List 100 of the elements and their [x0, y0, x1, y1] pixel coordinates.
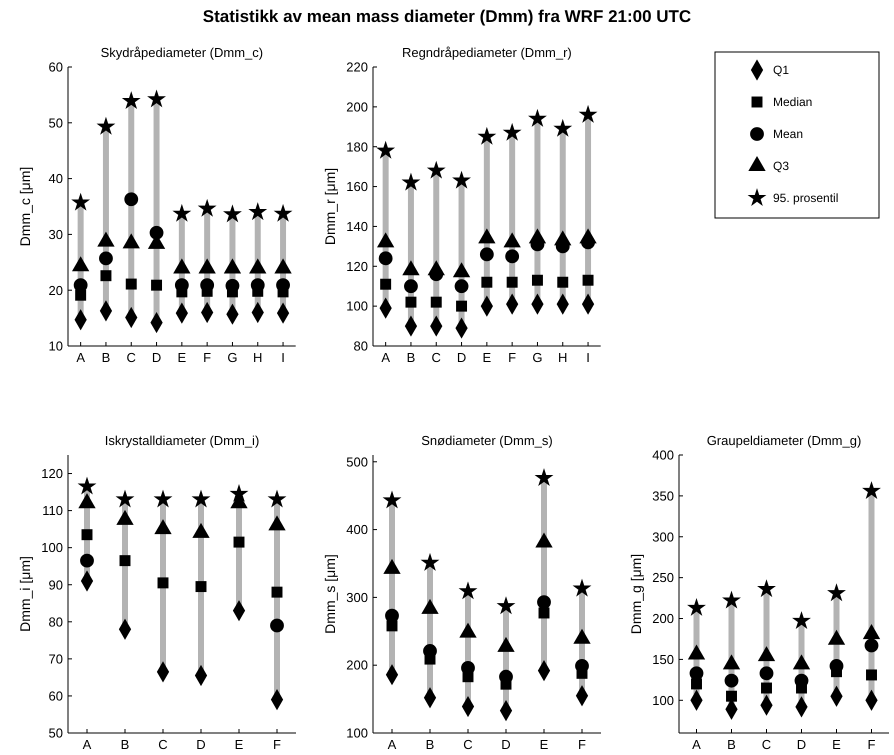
point	[458, 581, 478, 600]
y-tick-label: 300	[652, 529, 674, 544]
point	[481, 276, 492, 288]
y-tick-label: 200	[346, 99, 368, 114]
y-axis-title: Dmm_s [μm]	[322, 554, 338, 634]
y-tick-label: 220	[346, 60, 368, 75]
y-tick-label: 50	[48, 115, 63, 130]
point	[223, 204, 242, 222]
point	[827, 583, 846, 602]
point	[147, 89, 166, 108]
legend-label: Q3	[773, 159, 790, 174]
x-tick-label: E	[178, 350, 187, 365]
x-tick-label: F	[578, 737, 586, 752]
point	[538, 608, 550, 618]
y-tick-label: 300	[346, 590, 368, 605]
y-tick-label: 500	[346, 454, 368, 470]
x-tick-label: C	[432, 350, 441, 365]
point	[724, 674, 738, 688]
x-tick-label: D	[152, 350, 162, 365]
legend-label: 95. prosentil	[773, 191, 838, 206]
point	[557, 276, 568, 288]
chart-subtitle: Iskrystalldiameter (Dmm_i)	[104, 433, 260, 448]
y-tick-label: 80	[354, 338, 368, 354]
point	[82, 529, 92, 540]
point	[430, 296, 442, 308]
point	[760, 666, 774, 680]
point	[572, 578, 592, 597]
y-tick-label: 180	[346, 139, 368, 154]
y-tick-label: 200	[652, 611, 674, 626]
point	[71, 192, 90, 211]
point	[454, 279, 468, 294]
y-axis-title: Dmm_i [μm]	[17, 556, 33, 632]
x-tick-label: H	[558, 350, 568, 365]
point	[382, 490, 402, 508]
x-tick-label: C	[463, 737, 473, 752]
x-tick-label: C	[762, 737, 772, 752]
point	[116, 490, 134, 508]
y-tick-label: 80	[48, 614, 63, 630]
x-tick-label: B	[120, 737, 130, 752]
point	[502, 122, 522, 141]
y-tick-label: 50	[48, 726, 63, 741]
x-tick-label: B	[426, 737, 434, 752]
x-tick-label: A	[381, 350, 390, 365]
x-tick-label: F	[203, 350, 212, 365]
x-tick-label: E	[540, 737, 549, 752]
y-tick-label: 40	[48, 171, 63, 186]
x-tick-label: F	[868, 737, 876, 752]
y-tick-label: 120	[41, 466, 63, 482]
y-axis-title: Dmm_r [μm]	[322, 168, 338, 246]
x-tick-label: D	[456, 350, 466, 365]
point	[537, 595, 551, 610]
x-tick-label: D	[501, 737, 511, 752]
y-tick-label: 60	[48, 60, 63, 75]
point	[122, 91, 141, 110]
point	[691, 678, 702, 690]
point	[578, 104, 598, 123]
x-tick-label: G	[532, 350, 543, 365]
point	[553, 118, 572, 137]
point	[534, 468, 554, 486]
point	[78, 476, 96, 495]
point	[196, 581, 206, 592]
point	[376, 140, 396, 159]
point	[722, 590, 741, 609]
point	[405, 296, 416, 308]
point	[96, 116, 116, 135]
point	[426, 160, 446, 179]
point	[452, 170, 471, 189]
point	[99, 252, 113, 266]
point	[505, 249, 520, 264]
x-tick-label: I	[281, 350, 285, 365]
point	[380, 278, 392, 290]
point	[192, 490, 210, 508]
x-tick-label: C	[126, 350, 136, 365]
point	[477, 126, 496, 145]
point	[480, 247, 494, 262]
y-tick-label: 400	[346, 522, 368, 538]
x-tick-label: F	[508, 350, 516, 365]
chart-subtitle: Snødiameter (Dmm_s)	[421, 433, 553, 448]
x-tick-label: A	[388, 737, 397, 752]
y-tick-label: 20	[48, 282, 63, 298]
point	[120, 555, 130, 566]
x-tick-label: A	[76, 350, 86, 365]
x-tick-label: D	[196, 737, 206, 752]
point	[268, 490, 286, 508]
point	[456, 300, 468, 312]
point	[230, 484, 248, 502]
x-tick-label: E	[832, 737, 842, 752]
point	[726, 690, 737, 702]
y-tick-label: 60	[48, 688, 63, 704]
y-tick-label: 100	[346, 298, 368, 314]
chart-subtitle: Regndråpediameter (Dmm_r)	[402, 45, 572, 60]
y-tick-label: 100	[652, 692, 674, 708]
point	[274, 204, 292, 222]
x-tick-label: E	[234, 737, 244, 752]
point	[582, 274, 594, 286]
point	[404, 279, 418, 294]
legend-label: Median	[773, 95, 812, 110]
y-tick-label: 350	[652, 488, 674, 504]
x-tick-label: E	[482, 350, 492, 365]
point	[528, 108, 547, 127]
